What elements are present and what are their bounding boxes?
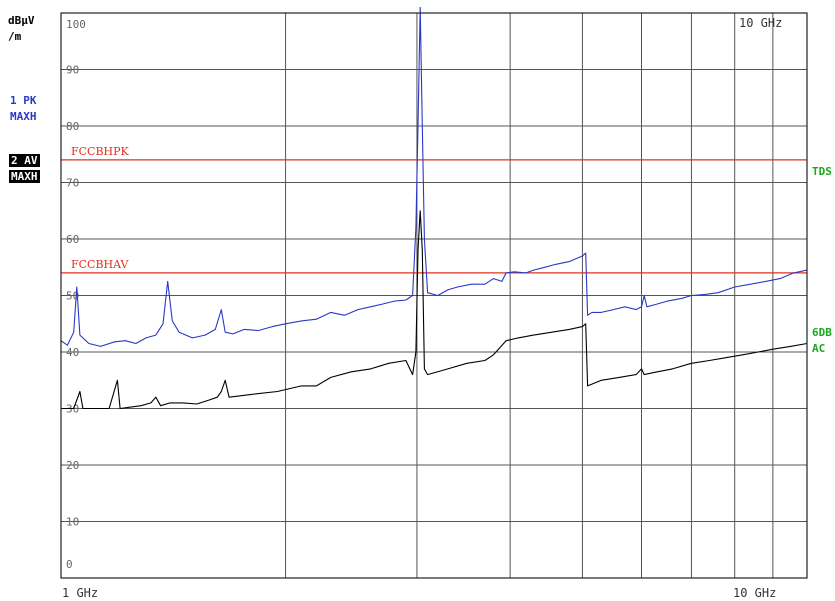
y-tick-label-60: 60: [66, 233, 79, 246]
corner-freq-label: 10 GHz: [739, 16, 782, 30]
trace-2-line: [61, 210, 808, 410]
ac-label: AC: [812, 342, 826, 355]
x-tick-start: 1 GHz: [62, 586, 99, 600]
6db-label: 6DB: [812, 326, 832, 339]
limit-label-fccbhpk: FCCBHPK: [71, 145, 130, 158]
y-tick-label-0: 0: [66, 558, 73, 571]
tds-label: TDS: [812, 165, 832, 178]
unit-label: dBµV: [8, 14, 35, 27]
plot-frame: [60, 12, 808, 579]
y-tick-label-10: 10: [66, 516, 79, 529]
y-tick-label-90: 90: [66, 64, 79, 77]
trace2-mode: MAXH: [9, 170, 40, 183]
x-tick-end: 10 GHz: [733, 586, 777, 600]
trace1-label: 1 PK: [10, 94, 37, 107]
trace1-mode: MAXH: [10, 110, 37, 123]
unit-label-suffix: /m: [8, 30, 22, 43]
y-tick-label-40: 40: [66, 346, 79, 359]
y-tick-label-20: 20: [66, 459, 79, 472]
y-tick-label-100: 100: [66, 18, 86, 31]
trace-1-line: [60, 6, 808, 347]
y-tick-label-70: 70: [66, 177, 79, 190]
limit-label-fccbhav: FCCBHAV: [71, 258, 130, 271]
trace2-label: 2 AV: [9, 154, 40, 167]
y-tick-label-80: 80: [66, 120, 79, 133]
